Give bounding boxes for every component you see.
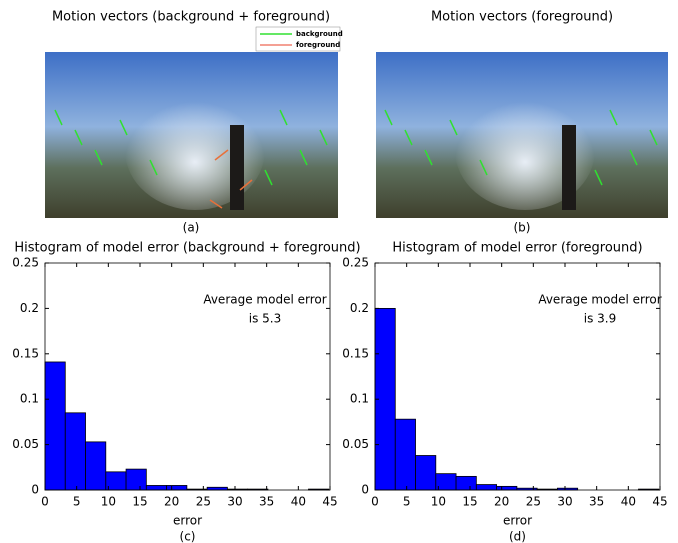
y-tick-label: 0 — [361, 483, 369, 497]
histogram-bar — [145, 485, 167, 491]
y-tick-label: 0.25 — [12, 256, 39, 270]
x-tick-label: 40 — [621, 495, 636, 509]
x-tick-label: 35 — [589, 495, 604, 509]
legend — [255, 26, 341, 52]
x-tick-label: 15 — [462, 495, 477, 509]
histogram-bar — [85, 441, 107, 491]
histogram-bar — [64, 412, 86, 491]
histogram-bar — [475, 484, 498, 491]
annotation: is 5.3 — [249, 312, 281, 326]
x-tick-label: 40 — [291, 495, 306, 509]
x-tick-label: 45 — [322, 495, 337, 509]
y-tick-label: 0.2 — [350, 301, 369, 315]
x-axis-label: error — [173, 514, 202, 528]
legend-label: foreground — [296, 41, 340, 49]
y-tick-label: 0.15 — [12, 346, 39, 360]
histogram-bar — [394, 418, 416, 491]
chart-title: Histogram of model error (foreground) — [392, 241, 642, 256]
x-tick-label: 5 — [73, 495, 81, 509]
legend-label: background — [296, 30, 343, 38]
annotation: is 3.9 — [584, 312, 616, 326]
vectors — [209, 149, 253, 209]
x-tick-label: 10 — [431, 495, 446, 509]
plot-frame — [44, 262, 331, 491]
person — [230, 125, 244, 210]
y-tick-label: 0.1 — [20, 392, 39, 406]
histogram-bar — [44, 361, 66, 491]
plot-frame — [374, 262, 661, 491]
histogram-bar — [496, 485, 518, 491]
histogram-bar — [435, 473, 457, 491]
chart-title: Histogram of model error (background + f… — [14, 241, 360, 256]
panel-title: Motion vectors (foreground) — [431, 10, 613, 25]
x-tick-label: 30 — [227, 495, 242, 509]
histogram-bar — [105, 471, 127, 491]
x-tick-label: 35 — [259, 495, 274, 509]
x-tick-label: 20 — [164, 495, 179, 509]
panel-title: Motion vectors (background + foreground) — [52, 10, 330, 25]
y-tick-label: 0.05 — [342, 437, 369, 451]
x-tick-label: 25 — [196, 495, 211, 509]
y-tick-label: 0.25 — [342, 256, 369, 270]
y-tick-label: 0.05 — [12, 437, 39, 451]
caption: (b) — [514, 221, 531, 235]
x-tick-label: 25 — [526, 495, 541, 509]
x-tick-label: 45 — [652, 495, 667, 509]
x-tick-label: 0 — [41, 495, 49, 509]
y-tick-label: 0 — [31, 483, 39, 497]
x-tick-label: 0 — [371, 495, 379, 509]
vectors — [54, 109, 328, 186]
person — [562, 125, 576, 210]
histogram-bar — [125, 468, 147, 491]
fountain — [455, 90, 595, 210]
histogram-bar — [455, 475, 477, 491]
x-tick-label: 10 — [101, 495, 116, 509]
annotation: Average model error — [203, 293, 326, 307]
caption: (a) — [183, 221, 200, 235]
caption: (c) — [180, 530, 196, 543]
x-axis-label: error — [503, 514, 532, 528]
y-tick-label: 0.1 — [350, 392, 369, 406]
vectors — [384, 109, 658, 186]
annotation: Average model error — [538, 293, 661, 307]
x-tick-label: 20 — [494, 495, 509, 509]
histogram-bar — [415, 455, 437, 491]
caption: (d) — [509, 530, 526, 543]
histogram-bar — [166, 485, 188, 491]
y-tick-label: 0.2 — [20, 301, 39, 315]
y-tick-label: 0.15 — [342, 346, 369, 360]
x-tick-label: 30 — [557, 495, 572, 509]
histogram-bar — [206, 486, 228, 491]
x-tick-label: 15 — [132, 495, 147, 509]
x-tick-label: 5 — [403, 495, 411, 509]
